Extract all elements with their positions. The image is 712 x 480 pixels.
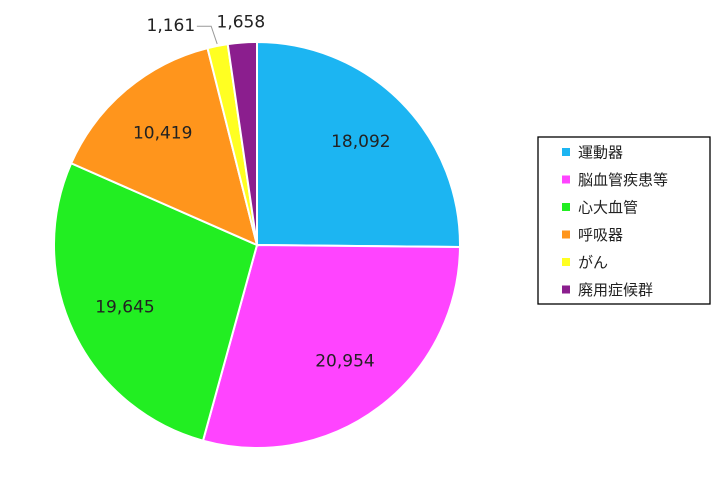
pie-slice	[53, 161, 259, 442]
legend-label: がん	[578, 254, 608, 272]
legend-swatch	[562, 148, 570, 156]
legend-swatch	[562, 230, 570, 239]
pie-slice	[201, 243, 462, 449]
pie-slice	[69, 46, 259, 247]
data-label: 19,645	[95, 298, 154, 318]
legend-box	[537, 136, 711, 305]
data-label: 10,419	[133, 123, 192, 143]
legend-swatch	[562, 258, 570, 266]
legend-label: 呼吸器	[578, 226, 623, 244]
pie-slice	[226, 40, 258, 246]
legend-swatch	[562, 175, 570, 184]
pie-slice	[256, 40, 461, 248]
legend-label: 脳血管疾患等	[578, 171, 668, 189]
data-label: 1,161	[147, 16, 196, 36]
legend-label: 心大血管	[578, 199, 638, 217]
legend-label: 運動器	[578, 144, 623, 162]
data-label: 20,954	[315, 352, 374, 372]
data-labels: 18,092 20,954 19,645 10,419 1,161 1,658	[95, 13, 390, 372]
data-label: 18,092	[331, 132, 390, 152]
legend-swatch	[562, 285, 570, 294]
legend-label: 廃用症候群	[578, 281, 653, 299]
data-label: 1,658	[217, 13, 266, 33]
leader-line	[196, 25, 218, 45]
pie	[53, 40, 462, 449]
legend-swatch	[562, 203, 570, 211]
